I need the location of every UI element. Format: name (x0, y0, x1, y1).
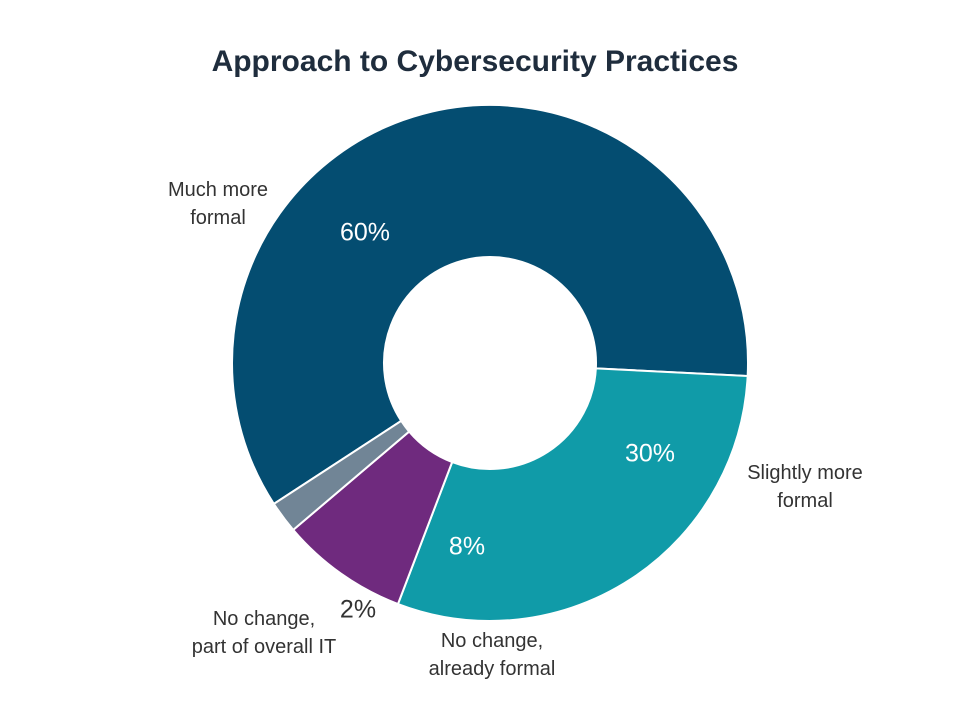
chart-slices (231, 104, 750, 622)
category-label-line: No change, (441, 630, 543, 652)
value-label-3: 2% (340, 596, 376, 624)
category-labels: Much more formal Slightly more formal No cha… (168, 179, 863, 680)
slice-1 (396, 367, 749, 622)
category-label-line: part of overall IT (192, 636, 337, 658)
value-label-1: 30% (625, 440, 675, 468)
slice-0 (231, 104, 750, 506)
category-label-1: Slightly more formal (747, 462, 863, 512)
category-label-line: No change, (213, 608, 315, 630)
value-label-0: 60% (340, 219, 390, 247)
category-label-line: Slightly more (747, 462, 863, 484)
category-label-0: Much more formal (168, 179, 268, 229)
slice-3 (272, 419, 411, 532)
category-label-line: Much more (168, 179, 268, 201)
value-labels: 60% 30% 8% 2% (340, 219, 675, 624)
chart-title: Approach to Cybersecurity Practices (212, 45, 739, 78)
category-label-2: No change, already formal (429, 630, 556, 680)
value-label-2: 8% (449, 533, 485, 561)
category-label-3: No change, part of overall IT (192, 608, 337, 658)
category-label-line: formal (190, 207, 246, 229)
category-label-line: already formal (429, 658, 556, 680)
category-label-line: formal (777, 490, 833, 512)
